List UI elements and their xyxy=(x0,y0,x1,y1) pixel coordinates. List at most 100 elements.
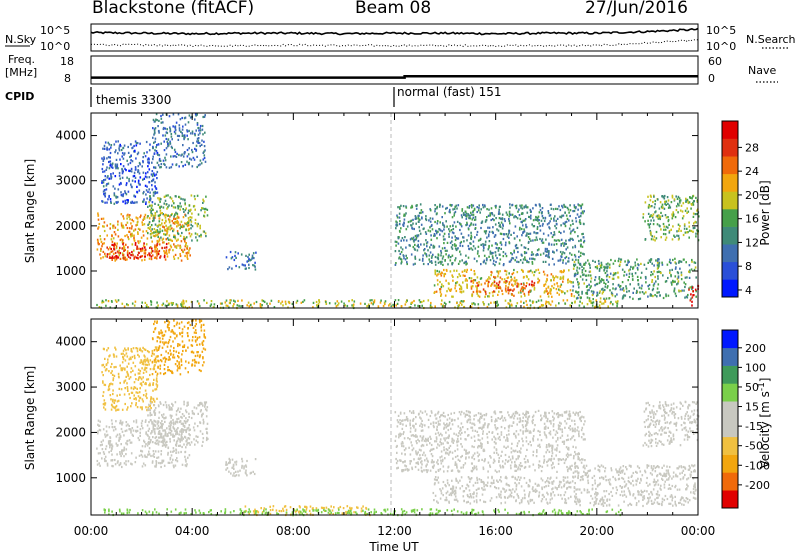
velocity-cell xyxy=(167,369,169,372)
power-cell xyxy=(225,256,228,259)
power-cell xyxy=(123,305,126,308)
velocity-cell xyxy=(188,412,190,415)
power-cell xyxy=(445,279,447,282)
power-cell xyxy=(491,252,493,255)
power-cell xyxy=(538,222,540,225)
power-cell xyxy=(131,160,134,163)
power-cell xyxy=(134,242,137,245)
velocity-cell xyxy=(132,347,135,350)
power-cell xyxy=(571,219,574,222)
velocity-cell xyxy=(141,367,143,370)
power-cell xyxy=(467,256,470,259)
velocity-cell xyxy=(189,428,191,431)
power-cell xyxy=(199,159,202,162)
power-cell xyxy=(692,201,694,205)
power-cell xyxy=(656,267,659,270)
power-cell xyxy=(403,218,406,221)
power-cell xyxy=(110,250,113,253)
velocity-cell xyxy=(183,425,186,428)
power-cell xyxy=(665,295,667,298)
power-cell xyxy=(524,294,526,297)
power-cell xyxy=(124,234,126,238)
power-cell xyxy=(533,274,535,277)
velocity-cell xyxy=(135,397,137,400)
velocity-cell xyxy=(294,510,297,513)
velocity-cell xyxy=(111,448,113,451)
power-cell xyxy=(173,130,176,133)
velocity-cell xyxy=(139,434,141,437)
power-cell xyxy=(578,267,581,270)
power-cell xyxy=(190,300,193,303)
power-cell xyxy=(166,145,169,148)
velocity-cell xyxy=(156,355,158,358)
power-cell xyxy=(154,137,157,140)
power-cell xyxy=(658,270,660,273)
power-cell xyxy=(639,291,641,294)
power-cell xyxy=(261,299,263,302)
velocity-cell xyxy=(171,408,173,411)
velocity-cell xyxy=(166,325,169,328)
power-cell xyxy=(522,286,525,289)
power-cell xyxy=(566,206,569,209)
power-cell xyxy=(240,253,243,256)
power-cell xyxy=(660,271,662,275)
power-cell xyxy=(175,211,177,214)
power-cell xyxy=(498,247,500,250)
power-cell xyxy=(684,209,687,212)
power-cell xyxy=(520,244,523,247)
power-cell xyxy=(525,204,527,207)
power-cell xyxy=(150,211,152,214)
velocity-cell xyxy=(141,408,143,411)
power-cell xyxy=(429,220,432,223)
velocity-cell xyxy=(200,369,202,373)
power-cell xyxy=(659,201,662,204)
power-cell xyxy=(555,219,557,222)
velocity-cell xyxy=(186,442,189,445)
power-cell xyxy=(119,145,122,148)
power-cell xyxy=(520,268,523,272)
velocity-cell xyxy=(137,395,140,398)
power-cell xyxy=(518,208,520,211)
power-cell xyxy=(692,227,695,230)
velocity-cell xyxy=(204,402,207,405)
power-cell xyxy=(549,214,552,217)
power-cell xyxy=(176,219,179,223)
power-cell xyxy=(126,159,128,162)
power-cell xyxy=(661,263,664,266)
power-cell xyxy=(618,257,620,260)
power-cell xyxy=(572,228,575,231)
velocity-cell xyxy=(188,442,190,445)
power-cell xyxy=(188,204,191,207)
power-cell xyxy=(515,204,518,207)
power-cell xyxy=(497,283,500,287)
power-cell xyxy=(460,232,463,235)
power-cell xyxy=(169,129,172,133)
velocity-cell xyxy=(175,443,177,446)
power-cell xyxy=(439,203,441,207)
velocity-cell xyxy=(105,363,108,366)
velocity-cell xyxy=(160,402,162,405)
power-cell xyxy=(159,212,162,215)
velocity-cell xyxy=(235,463,238,466)
power-cell xyxy=(693,222,695,225)
power-cell xyxy=(506,276,509,280)
power-cell xyxy=(245,254,247,257)
velocity-cell xyxy=(167,323,169,327)
velocity-cell xyxy=(228,470,230,473)
velocity-cell xyxy=(158,461,160,465)
velocity-cell xyxy=(149,384,151,387)
freq-right-tick-top: 60 xyxy=(708,55,722,68)
power-cell xyxy=(664,280,667,283)
power-cell xyxy=(453,212,456,215)
velocity-cell xyxy=(158,331,160,334)
power-cell xyxy=(528,237,531,241)
power-cell xyxy=(503,278,506,281)
velocity-cell xyxy=(197,435,199,438)
power-cell xyxy=(462,212,465,215)
power-cell xyxy=(516,271,519,274)
power-cell xyxy=(180,130,182,133)
power-cell xyxy=(499,212,501,215)
power-cell xyxy=(122,254,124,257)
velocity-cell xyxy=(103,458,106,461)
